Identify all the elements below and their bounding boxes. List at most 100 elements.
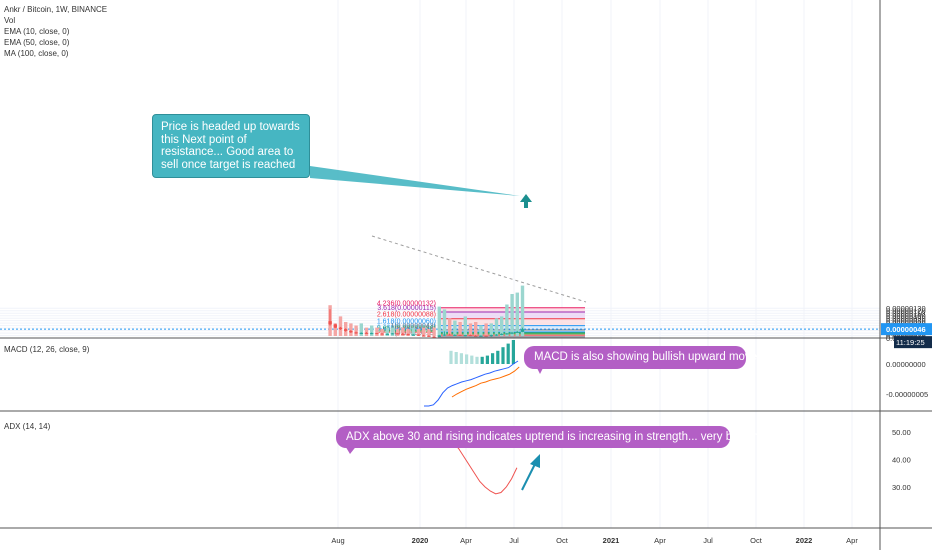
ema50-indicator-label[interactable]: EMA (50, close, 0)	[4, 38, 70, 47]
adx-axis-tick: 40.00	[892, 456, 911, 465]
adx-axis-tick: 50.00	[892, 428, 911, 437]
volume-bar	[442, 309, 447, 336]
candle-body	[349, 330, 353, 333]
price-axis-tick: 0.00000020	[886, 332, 926, 341]
macd-histogram-bar	[475, 356, 479, 364]
candle-body	[520, 329, 525, 332]
candle-body	[463, 335, 467, 337]
resistance-callout[interactable]: Price is headed up towards this Next poi…	[152, 114, 310, 178]
candle-body	[370, 333, 374, 335]
candle-body	[333, 324, 337, 328]
volume-bar	[468, 323, 473, 336]
volume-bar	[380, 329, 384, 336]
callout-pointer	[310, 166, 520, 196]
candle-body	[406, 334, 410, 336]
volume-bar	[422, 327, 426, 336]
candle-body	[474, 335, 478, 337]
volume-bar	[458, 322, 462, 336]
candle-body	[494, 334, 499, 336]
candle-body	[416, 334, 421, 336]
macd-histogram-bar	[480, 356, 484, 364]
volume-bar	[427, 329, 431, 336]
main-pane-legend: Ankr / Bitcoin, 1W, BINANCE Vol EMA (10,…	[4, 4, 107, 59]
candle-body	[375, 333, 379, 335]
countdown-badge	[894, 336, 932, 349]
last-price-badge-label: 0.00000046	[886, 325, 926, 334]
countdown-label: 11:19:25	[896, 338, 925, 347]
volume-bar	[479, 325, 483, 336]
volume-bar	[437, 306, 441, 336]
macd-histogram-bar	[459, 353, 463, 364]
time-axis-tick: Oct	[750, 536, 763, 545]
volume-bar	[354, 325, 358, 336]
candle-body	[422, 335, 426, 337]
volume-bar	[338, 316, 343, 336]
trend-line	[371, 235, 587, 303]
candle-body	[359, 332, 363, 334]
candle-body	[364, 332, 369, 334]
volume-bar	[494, 318, 499, 336]
adx-arrow-icon	[530, 454, 540, 468]
macd-pane-legend[interactable]: MACD (12, 26, close, 9)	[4, 345, 90, 354]
volume-bar	[448, 318, 452, 336]
candle-body	[510, 332, 514, 334]
volume-bar	[370, 325, 374, 336]
time-axis-tick: Apr	[654, 536, 666, 545]
fib-level-label: 1(0.00000043)	[390, 323, 436, 330]
signal-line	[451, 366, 520, 398]
candle-body	[442, 334, 447, 336]
candle-body	[385, 333, 389, 335]
candle-body	[396, 333, 400, 335]
volume-bar	[385, 327, 389, 336]
fib-level-label: 4.236(0.00000132)	[377, 301, 436, 308]
volume-bar	[333, 323, 337, 336]
candle-body	[401, 333, 405, 335]
macd-callout[interactable]: MACD is also showing bullish upward move…	[524, 346, 783, 369]
fib-level-label: 2.618(0.00000088)	[377, 312, 436, 319]
volume-bar	[390, 327, 395, 336]
volume-bar	[401, 327, 405, 336]
macd-axis-tick: 0.00000000	[886, 360, 926, 369]
volume-bar	[359, 323, 363, 336]
macd-histogram-bar	[449, 350, 453, 364]
adx-pane-legend[interactable]: ADX (14, 14)	[4, 422, 51, 431]
adx-line	[447, 437, 518, 495]
candle-body	[484, 335, 488, 337]
time-axis-tick: Apr	[460, 536, 472, 545]
time-axis-tick: 2020	[412, 536, 429, 545]
price-axis-tick: 0.00000130	[886, 304, 926, 313]
volume-bar	[505, 304, 509, 336]
volume-bar	[364, 327, 369, 336]
volume-bar	[489, 323, 493, 336]
volume-bar	[406, 329, 410, 336]
macd-histogram-bar	[496, 350, 500, 364]
candle-body	[354, 332, 358, 334]
symbol-title[interactable]: Ankr / Bitcoin, 1W, BINANCE	[4, 5, 108, 14]
time-axis-tick: Jul	[509, 536, 519, 545]
vol-indicator-label[interactable]: Vol	[4, 16, 16, 25]
adx-callout[interactable]: ADX above 30 and rising indicates uptren…	[336, 426, 758, 448]
ema10-indicator-label[interactable]: EMA (10, close, 0)	[4, 27, 70, 36]
time-axis-tick: Jul	[703, 536, 713, 545]
volume-bar	[500, 316, 504, 336]
macd-histogram-bar	[491, 353, 495, 364]
volume-bar	[396, 329, 400, 336]
adx-axis-tick: 30.00	[892, 483, 911, 492]
volume-bar	[474, 322, 478, 336]
fib-level-label: 3.618(0.00000115)	[377, 305, 436, 312]
volume-bar	[375, 327, 379, 336]
volume-bar	[411, 327, 415, 336]
macd-histogram-bar	[485, 355, 489, 364]
candle-body	[328, 321, 332, 325]
price-axis-tick: 0.00000090	[886, 314, 926, 323]
volume-bar	[520, 285, 525, 336]
candle-body	[380, 333, 384, 335]
last-price-badge	[881, 323, 932, 336]
candle-body	[500, 333, 504, 335]
candle-body	[411, 334, 415, 336]
volume-bar	[510, 294, 514, 336]
ma100-indicator-label[interactable]: MA (100, close, 0)	[4, 49, 69, 58]
target-arrow-icon	[520, 194, 532, 208]
